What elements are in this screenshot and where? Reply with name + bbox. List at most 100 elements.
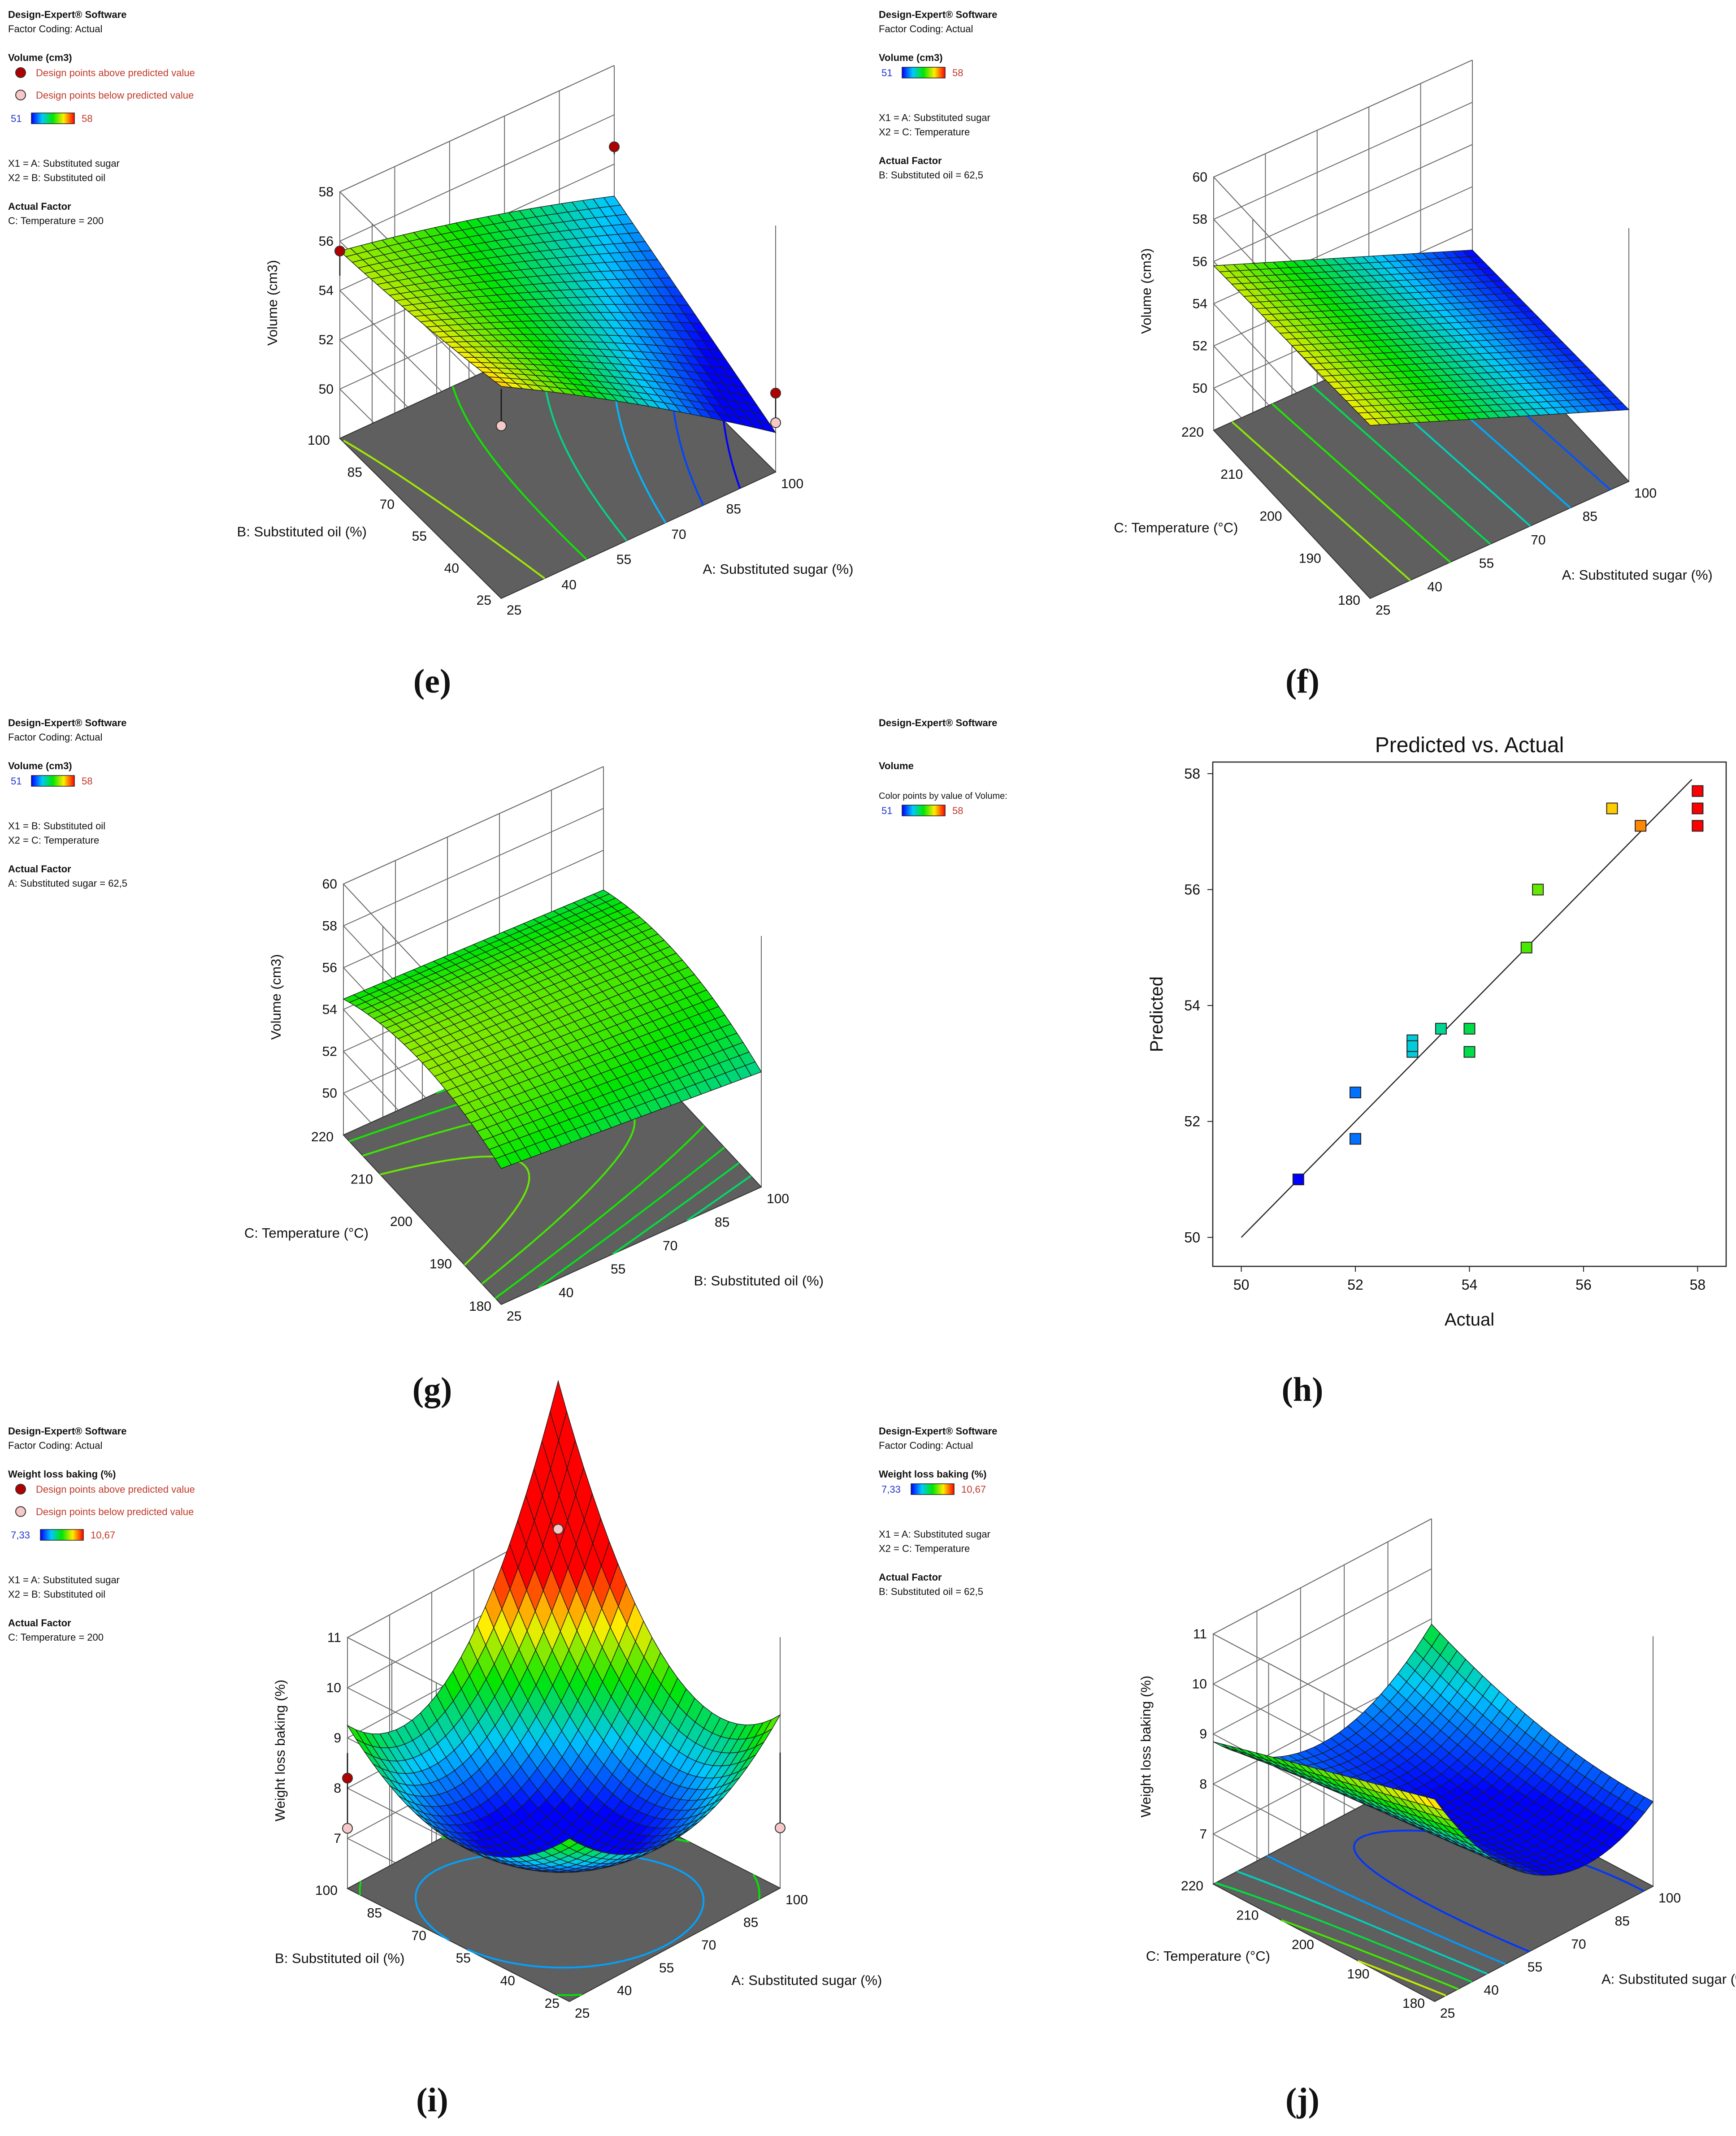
z-tick-label: 50 bbox=[1193, 381, 1207, 396]
z-axis-title: Volume (cm3) bbox=[1138, 248, 1154, 334]
point-below-icon bbox=[15, 90, 26, 100]
wall-grid-line bbox=[1212, 1518, 1435, 1752]
x-tick-label: 100 bbox=[1634, 486, 1657, 501]
legend-block: Design-Expert® Software Factor Coding: Ac… bbox=[879, 9, 997, 181]
y-axis-title: C: Temperature (°C) bbox=[244, 1225, 369, 1241]
contour-line bbox=[1311, 385, 1491, 545]
legend-coding: Factor Coding: Actual bbox=[8, 23, 102, 35]
z-tick-label: 10 bbox=[326, 1681, 341, 1695]
response-surface bbox=[1213, 1623, 1654, 1876]
y-tick-label: 40 bbox=[500, 1974, 515, 1989]
data-point bbox=[1606, 802, 1618, 815]
x-axis-title: B: Substituted oil (%) bbox=[694, 1273, 824, 1289]
scale-min: 7,33 bbox=[11, 1529, 30, 1541]
panel-letter: (g) bbox=[412, 1371, 452, 1408]
z-tick-label: 11 bbox=[327, 1630, 341, 1645]
color-scale-bar bbox=[31, 775, 75, 787]
axis-labels: 25 40 55 70 85 100 25 40 55 70 85 100 7 8 9 10 11 A: Subs… bbox=[272, 1630, 882, 2021]
legend-actual-value: B: Substituted oil = 62,5 bbox=[879, 1586, 983, 1597]
y-tick-label: 180 bbox=[469, 1299, 491, 1314]
legend-coding: Factor Coding: Actual bbox=[8, 732, 102, 743]
scale-min: 51 bbox=[881, 67, 892, 78]
z-tick-label: 8 bbox=[334, 1781, 341, 1796]
x-tick-label: 40 bbox=[559, 1286, 573, 1300]
legend-block: Design-Expert® Software Volume Color point… bbox=[879, 717, 1007, 816]
legend-above: Design points above predicted value bbox=[36, 67, 195, 78]
fit-line bbox=[1241, 779, 1693, 1238]
legend-block: Design-Expert® Software Factor Coding: Ac… bbox=[8, 9, 195, 226]
data-point bbox=[1406, 1040, 1419, 1052]
z-tick-label: 54 bbox=[319, 283, 334, 298]
z-tick-label: 54 bbox=[322, 1002, 337, 1017]
x-tick-label: 100 bbox=[1658, 1891, 1681, 1906]
scale-min: 51 bbox=[11, 776, 22, 787]
x-axis-title: Actual bbox=[1445, 1310, 1494, 1330]
x-tick-label: 40 bbox=[617, 1983, 632, 1998]
legend-response: Volume (cm3) bbox=[879, 52, 943, 63]
surface-cell bbox=[560, 1838, 578, 1848]
z-tick-label: 9 bbox=[1199, 1727, 1207, 1742]
z-tick-label: 50 bbox=[319, 382, 334, 397]
y-axis-title: B: Substituted oil (%) bbox=[275, 1950, 404, 1966]
data-point bbox=[1463, 1023, 1476, 1035]
legend-actual-factor: Actual Factor bbox=[8, 201, 71, 212]
legend-x2: X2 = C: Temperature bbox=[879, 126, 970, 138]
contour-line bbox=[612, 1162, 740, 1255]
contour-line bbox=[1272, 403, 1451, 563]
panel-letter: (j) bbox=[1285, 2081, 1319, 2119]
y-tick-label: 180 bbox=[1338, 593, 1360, 608]
z-axis-title: Weight loss baking (%) bbox=[272, 1680, 288, 1821]
z-tick-label: 52 bbox=[322, 1044, 337, 1059]
y-tick-label: 100 bbox=[308, 433, 330, 448]
legend-x1: X1 = A: Substituted sugar bbox=[8, 158, 120, 169]
y-tick-label: 85 bbox=[347, 465, 362, 480]
design-point-below bbox=[496, 420, 507, 431]
z-tick-label: 52 bbox=[319, 333, 334, 347]
x-tick-label: 70 bbox=[671, 527, 686, 542]
x-tick-label: 25 bbox=[507, 603, 521, 618]
legend-x1: X1 = A: Substituted sugar bbox=[879, 1529, 990, 1540]
x-axis-title: A: Substituted sugar (%) bbox=[1562, 567, 1713, 583]
data-point bbox=[1350, 1087, 1362, 1099]
design-point-below bbox=[553, 1524, 564, 1535]
panel-letter: (h) bbox=[1282, 1371, 1324, 1408]
legend-actual-factor: Actual Factor bbox=[879, 1572, 942, 1583]
response-surface bbox=[1213, 249, 1630, 426]
legend-block: Design-Expert® Software Factor Coding: Ac… bbox=[8, 717, 127, 889]
x-tick-label: 85 bbox=[726, 502, 741, 516]
data-point bbox=[1635, 820, 1647, 832]
y-tick-label: 25 bbox=[545, 1996, 560, 2011]
data-point bbox=[1532, 884, 1544, 896]
z-tick-label: 56 bbox=[1193, 254, 1207, 269]
scale-min: 51 bbox=[11, 113, 22, 124]
y-tick-label: 52 bbox=[1184, 1113, 1200, 1130]
y-axis-title: B: Substituted oil (%) bbox=[237, 524, 367, 540]
x-tick-label: 70 bbox=[1571, 1937, 1586, 1952]
x-tick-label: 54 bbox=[1462, 1277, 1478, 1293]
x-tick-label: 85 bbox=[743, 1915, 758, 1930]
design-point-above bbox=[609, 141, 620, 152]
scale-max: 58 bbox=[952, 805, 963, 816]
y-tick-label: 200 bbox=[390, 1214, 412, 1229]
legend-software: Design-Expert® Software bbox=[879, 9, 997, 20]
x-tick-label: 70 bbox=[1531, 533, 1545, 547]
scale-max: 58 bbox=[82, 776, 92, 787]
plot-frame bbox=[1212, 761, 1727, 1267]
design-point-below bbox=[775, 1822, 786, 1833]
legend-x1: X1 = A: Substituted sugar bbox=[879, 112, 990, 123]
design-point-above bbox=[342, 1772, 353, 1784]
design-point-below bbox=[770, 417, 781, 428]
z-axis-title: Volume (cm3) bbox=[268, 954, 284, 1040]
scale-max: 10,67 bbox=[91, 1529, 115, 1541]
legend-actual-value: B: Substituted oil = 62,5 bbox=[879, 169, 983, 181]
contour-line bbox=[343, 440, 545, 579]
legend-response: Weight loss baking (%) bbox=[8, 1469, 116, 1480]
z-tick-label: 56 bbox=[322, 961, 337, 975]
legend-x2: X2 = B: Substituted oil bbox=[8, 1589, 105, 1600]
y-tick-label: 180 bbox=[1402, 1996, 1425, 2011]
x-tick-label: 55 bbox=[611, 1262, 625, 1277]
contour-line bbox=[1215, 1770, 1472, 1983]
x-tick-label: 25 bbox=[575, 2006, 590, 2021]
x-tick-label: 55 bbox=[1479, 556, 1494, 571]
legend-color-points: Color points by value of Volume: bbox=[879, 791, 1007, 801]
